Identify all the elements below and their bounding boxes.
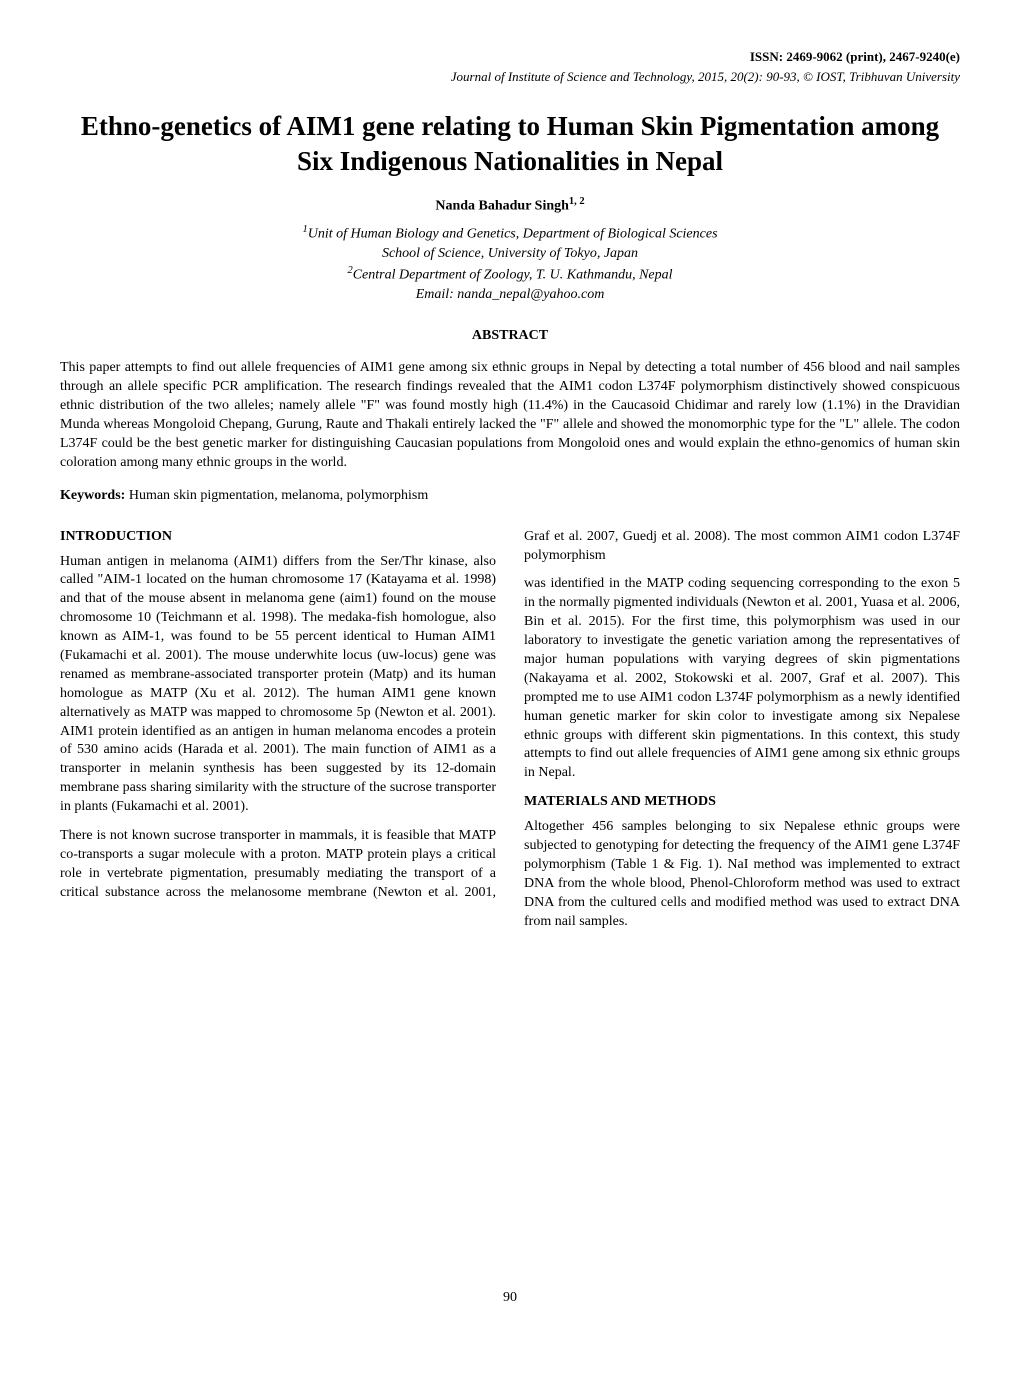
journal-citation: Journal of Institute of Science and Tech… — [60, 68, 960, 86]
abstract-text: This paper attempts to find out allele f… — [60, 359, 960, 472]
affil-2: School of Science, University of Tokyo, … — [382, 246, 638, 261]
author-name-text: Nanda Bahadur Singh — [435, 199, 569, 214]
issn-line: ISSN: 2469-9062 (print), 2467-9240(e) — [60, 48, 960, 66]
intro-p3: was identified in the MATP coding sequen… — [524, 575, 960, 783]
keywords-label: Keywords: — [60, 488, 125, 503]
keywords-text: Human skin pigmentation, melanoma, polym… — [125, 488, 428, 503]
paper-title: Ethno-genetics of AIM1 gene relating to … — [60, 109, 960, 179]
keywords: Keywords: Human skin pigmentation, melan… — [60, 487, 960, 506]
page-number: 90 — [60, 1289, 960, 1308]
abstract-label: ABSTRACT — [60, 327, 960, 346]
affiliations: 1Unit of Human Biology and Genetics, Dep… — [60, 223, 960, 305]
affil-email: Email: nanda_nepal@yahoo.com — [416, 287, 605, 302]
affil-3: Central Department of Zoology, T. U. Kat… — [353, 267, 673, 282]
body-columns: INTRODUCTION Human antigen in melanoma (… — [60, 528, 960, 932]
author-name: Nanda Bahadur Singh1, 2 — [60, 195, 960, 217]
intro-heading: INTRODUCTION — [60, 528, 496, 547]
methods-p1: Altogether 456 samples belonging to six … — [524, 818, 960, 931]
methods-heading: MATERIALS AND METHODS — [524, 793, 960, 812]
affil-1: Unit of Human Biology and Genetics, Depa… — [308, 226, 718, 241]
author-sup: 1, 2 — [569, 196, 585, 207]
intro-p1: Human antigen in melanoma (AIM1) differs… — [60, 553, 496, 817]
